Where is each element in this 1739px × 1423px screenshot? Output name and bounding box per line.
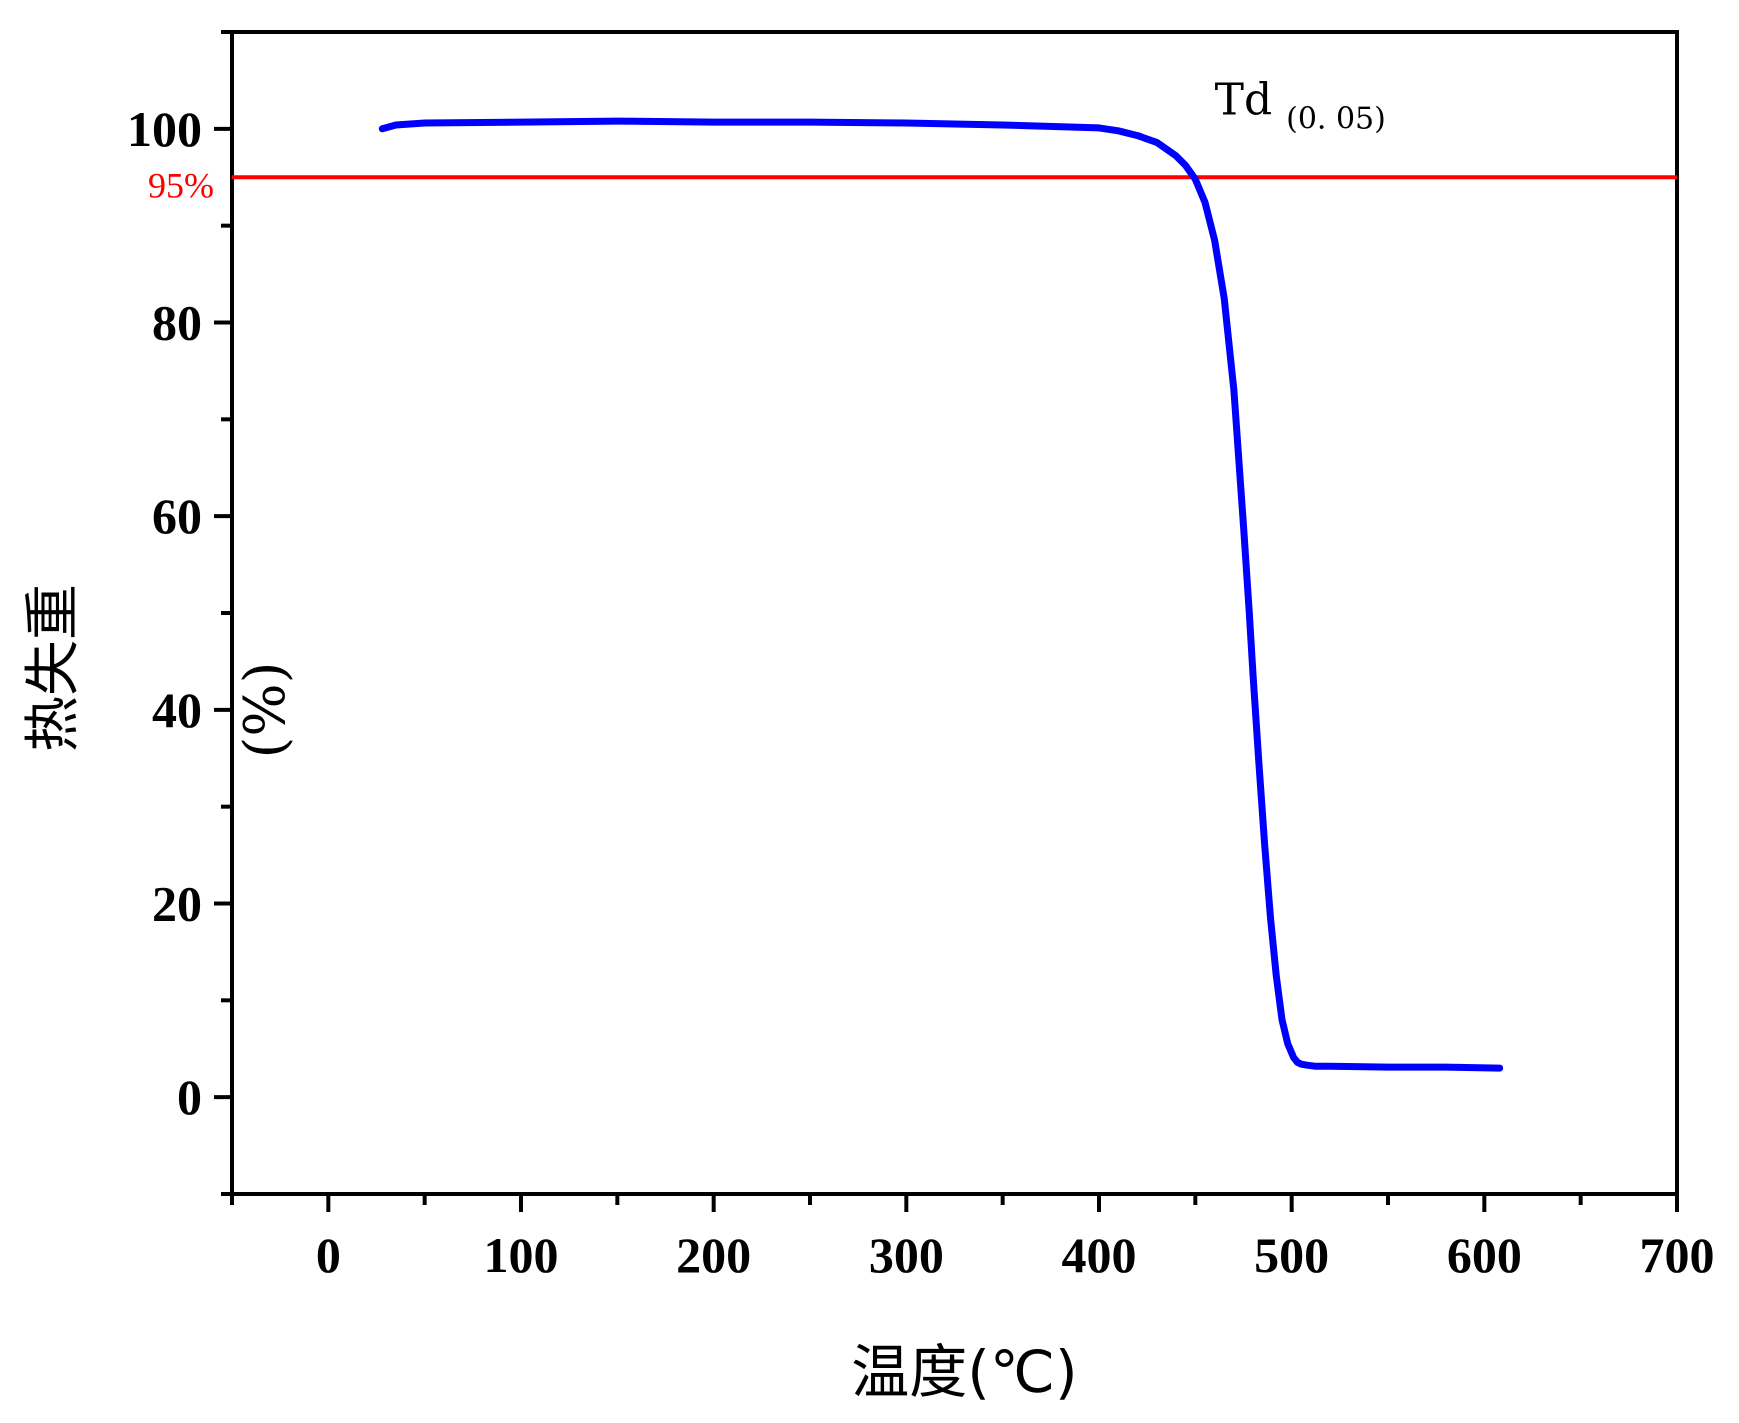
y-tick-label: 0: [177, 1069, 202, 1125]
x-tick-label: 700: [1640, 1227, 1715, 1283]
y-axis: 0 20 40 60 80 100: [127, 30, 232, 1196]
x-axis: 0 100 200 300 400 500 600 700: [230, 1194, 1715, 1283]
x-tick-label: 400: [1062, 1227, 1137, 1283]
reference-line-label: 95%: [148, 165, 214, 205]
y-tick-label: 80: [152, 295, 202, 351]
td-annotation: Td (0. 05): [1215, 74, 1386, 136]
series-group: [378, 117, 1504, 1072]
y-tick-label: 40: [152, 682, 202, 738]
plot-frame: [230, 30, 1679, 1196]
x-tick-label: 300: [869, 1227, 944, 1283]
y-axis-unit: (%): [233, 662, 298, 759]
x-tick-label: 0: [316, 1227, 341, 1283]
plot-border: [230, 30, 1679, 1196]
td-annotation-main: Td: [1215, 74, 1273, 125]
x-tick-label: 200: [676, 1227, 751, 1283]
x-tick-label: 500: [1254, 1227, 1329, 1283]
y-tick-label: 20: [152, 876, 202, 932]
x-axis-title: 温度(℃): [851, 1338, 1077, 1406]
x-tick-label: 600: [1447, 1227, 1522, 1283]
y-tick-label: 60: [152, 488, 202, 544]
x-tick-label: 100: [484, 1227, 559, 1283]
y-tick-label: 100: [127, 101, 202, 157]
y-axis-title: 热失重: [21, 584, 86, 752]
td-annotation-subscript: (0. 05): [1286, 101, 1386, 136]
tga-curve: [378, 117, 1504, 1072]
